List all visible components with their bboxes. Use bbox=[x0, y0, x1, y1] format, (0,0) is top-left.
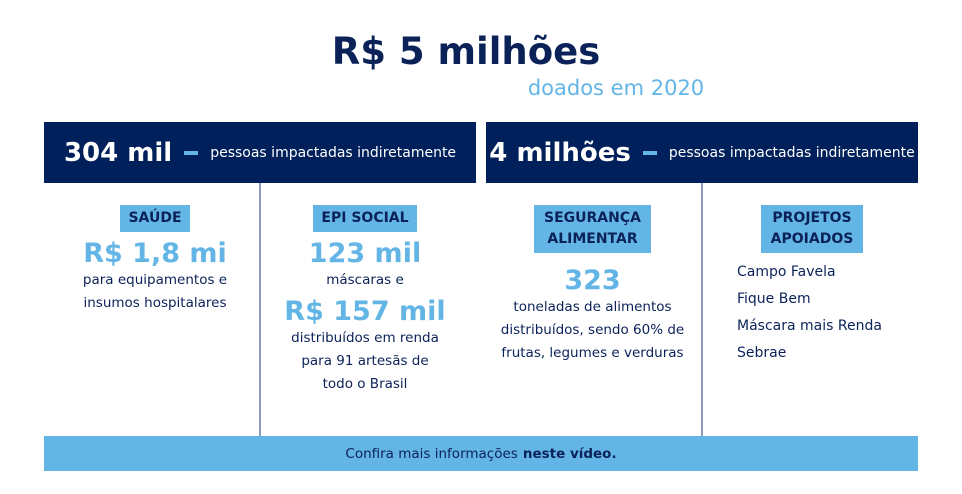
dash-icon bbox=[642, 150, 657, 155]
seguranca-tag: SEGURANÇA ALIMENTAR bbox=[534, 205, 651, 253]
seguranca-line: frutas, legumes e verduras bbox=[501, 345, 684, 361]
epi-tag: EPI SOCIAL bbox=[313, 205, 417, 232]
saude-line: para equipamentos e bbox=[82, 272, 228, 288]
project-item: Sebrae bbox=[737, 345, 787, 361]
epi-section: EPI SOCIAL 123 mil máscaras e R$ 157 mil… bbox=[265, 205, 465, 396]
right-header: 4 milhões pessoas impactadas indiretamen… bbox=[486, 122, 918, 183]
tag-line: SEGURANÇA bbox=[544, 210, 641, 226]
projetos-tag: PROJETOS APOIADOS bbox=[760, 205, 864, 253]
epi-line: distribuídos em renda bbox=[291, 330, 439, 346]
epi-line: para 91 artesãs de bbox=[301, 353, 429, 369]
seguranca-line: distribuídos, sendo 60% de bbox=[500, 322, 685, 338]
video-link[interactable]: neste vídeo. bbox=[522, 445, 617, 462]
saude-line: insumos hospitalares bbox=[83, 295, 227, 311]
main-title: R$ 5 milhões bbox=[331, 30, 601, 73]
divider bbox=[701, 183, 703, 436]
footer-banner: Confira mais informações neste vídeo. bbox=[44, 436, 918, 471]
saude-tag: SAÚDE bbox=[120, 205, 190, 232]
epi-value-masks: 123 mil bbox=[308, 238, 422, 269]
footer-text: Confira mais informações bbox=[345, 445, 518, 462]
seguranca-value: 323 bbox=[564, 265, 621, 296]
epi-text: máscaras e bbox=[326, 272, 404, 288]
epi-line: todo o Brasil bbox=[322, 376, 408, 392]
left-header-label: pessoas impactadas indiretamente bbox=[210, 144, 457, 161]
subtitle: doados em 2020 bbox=[527, 76, 705, 100]
dash-icon bbox=[184, 150, 199, 155]
left-header-value: 304 mil bbox=[63, 137, 173, 168]
saude-section: SAÚDE R$ 1,8 mi para equipamentos e insu… bbox=[60, 205, 250, 315]
epi-value-income: R$ 157 mil bbox=[284, 296, 446, 327]
seguranca-section: SEGURANÇA ALIMENTAR 323 toneladas de ali… bbox=[490, 205, 695, 365]
left-header: 304 mil pessoas impactadas indiretamente bbox=[44, 122, 476, 183]
tag-line: PROJETOS bbox=[772, 210, 852, 226]
seguranca-line: toneladas de alimentos bbox=[513, 299, 672, 315]
right-header-value: 4 milhões bbox=[489, 137, 631, 168]
tag-line: ALIMENTAR bbox=[547, 231, 638, 247]
project-item: Fique Bem bbox=[737, 291, 811, 307]
projetos-section: PROJETOS APOIADOS Campo Favela Fique Bem… bbox=[712, 205, 912, 367]
saude-value: R$ 1,8 mi bbox=[83, 238, 227, 269]
project-item: Campo Favela bbox=[737, 264, 836, 280]
tag-line: APOIADOS bbox=[770, 231, 854, 247]
divider bbox=[259, 183, 261, 436]
project-item: Máscara mais Renda bbox=[737, 318, 882, 334]
right-header-label: pessoas impactadas indiretamente bbox=[668, 144, 915, 161]
